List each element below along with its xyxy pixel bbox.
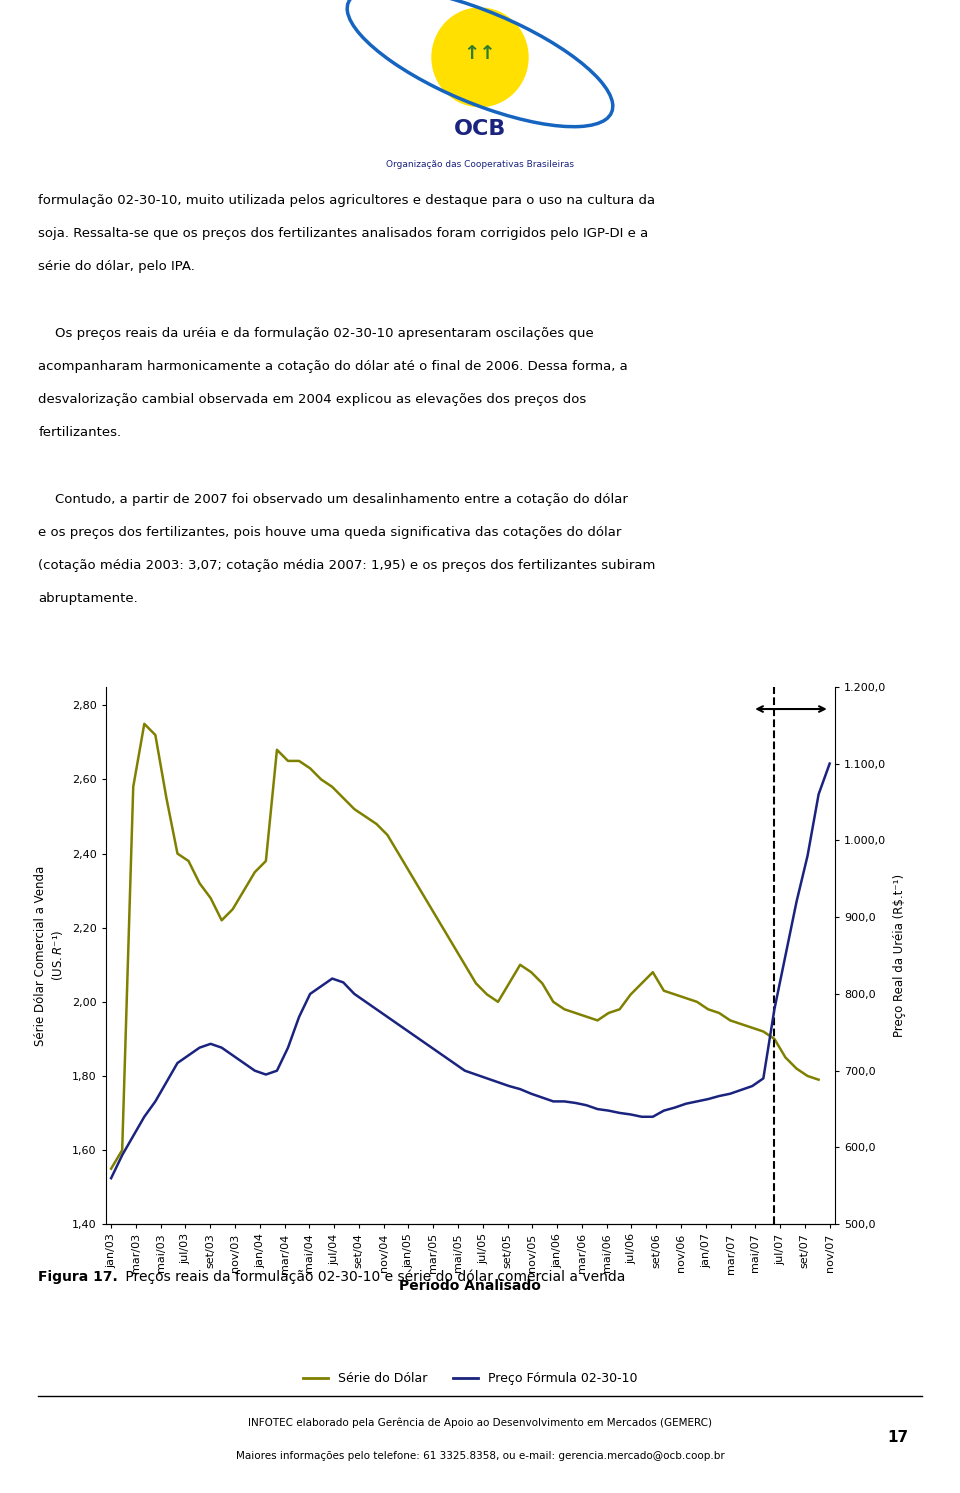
X-axis label: Período Analisado: Período Analisado (399, 1280, 541, 1293)
Y-axis label: Série Dólar Comercial a Venda
(US$.R$⁻¹): Série Dólar Comercial a Venda (US$.R$⁻¹) (35, 866, 65, 1045)
Text: INFOTEC elaborado pela Gerência de Apoio ao Desenvolvimento em Mercados (GEMERC): INFOTEC elaborado pela Gerência de Apoio… (248, 1417, 712, 1427)
Legend: Série do Dólar, Preço Fórmula 02-30-10: Série do Dólar, Preço Fórmula 02-30-10 (299, 1368, 642, 1390)
Text: soja. Ressalta-se que os preços dos fertilizantes analisados foram corrigidos pe: soja. Ressalta-se que os preços dos fert… (38, 227, 649, 240)
Text: série do dólar, pelo IPA.: série do dólar, pelo IPA. (38, 260, 195, 273)
Text: fertilizantes.: fertilizantes. (38, 427, 122, 439)
Text: acompanharam harmonicamente a cotação do dólar até o final de 2006. Dessa forma,: acompanharam harmonicamente a cotação do… (38, 360, 628, 373)
Text: formulação 02-30-10, muito utilizada pelos agricultores e destaque para o uso na: formulação 02-30-10, muito utilizada pel… (38, 194, 656, 208)
Text: Figura 17.: Figura 17. (38, 1269, 118, 1284)
Text: (cotação média 2003: 3,07; cotação média 2007: 1,95) e os preços dos fertilizant: (cotação média 2003: 3,07; cotação média… (38, 558, 656, 572)
Text: Os preços reais da uréia e da formulação 02-30-10 apresentaram oscilações que: Os preços reais da uréia e da formulação… (38, 327, 594, 340)
Text: Maiores informações pelo telefone: 61 3325.8358, ou e-mail: gerencia.mercado@ocb: Maiores informações pelo telefone: 61 33… (235, 1451, 725, 1460)
Text: Preços reais da formulação 02-30-10 e série do dólar comercial a venda: Preços reais da formulação 02-30-10 e sé… (121, 1269, 625, 1284)
Text: Organização das Cooperativas Brasileiras: Organização das Cooperativas Brasileiras (386, 160, 574, 169)
Text: 17: 17 (887, 1430, 908, 1445)
Text: desvalorização cambial observada em 2004 explicou as elevações dos preços dos: desvalorização cambial observada em 2004… (38, 393, 587, 406)
Ellipse shape (432, 7, 528, 106)
Text: e os preços dos fertilizantes, pois houve uma queda significativa das cotações d: e os preços dos fertilizantes, pois houv… (38, 526, 622, 539)
Text: Contudo, a partir de 2007 foi observado um desalinhamento entre a cotação do dól: Contudo, a partir de 2007 foi observado … (38, 493, 628, 506)
Text: OCB: OCB (454, 119, 506, 139)
Text: ↑↑: ↑↑ (464, 45, 496, 63)
Text: abruptamente.: abruptamente. (38, 593, 138, 605)
Y-axis label: Preço Real da Uréia (R$.t⁻¹): Preço Real da Uréia (R$.t⁻¹) (894, 873, 906, 1038)
